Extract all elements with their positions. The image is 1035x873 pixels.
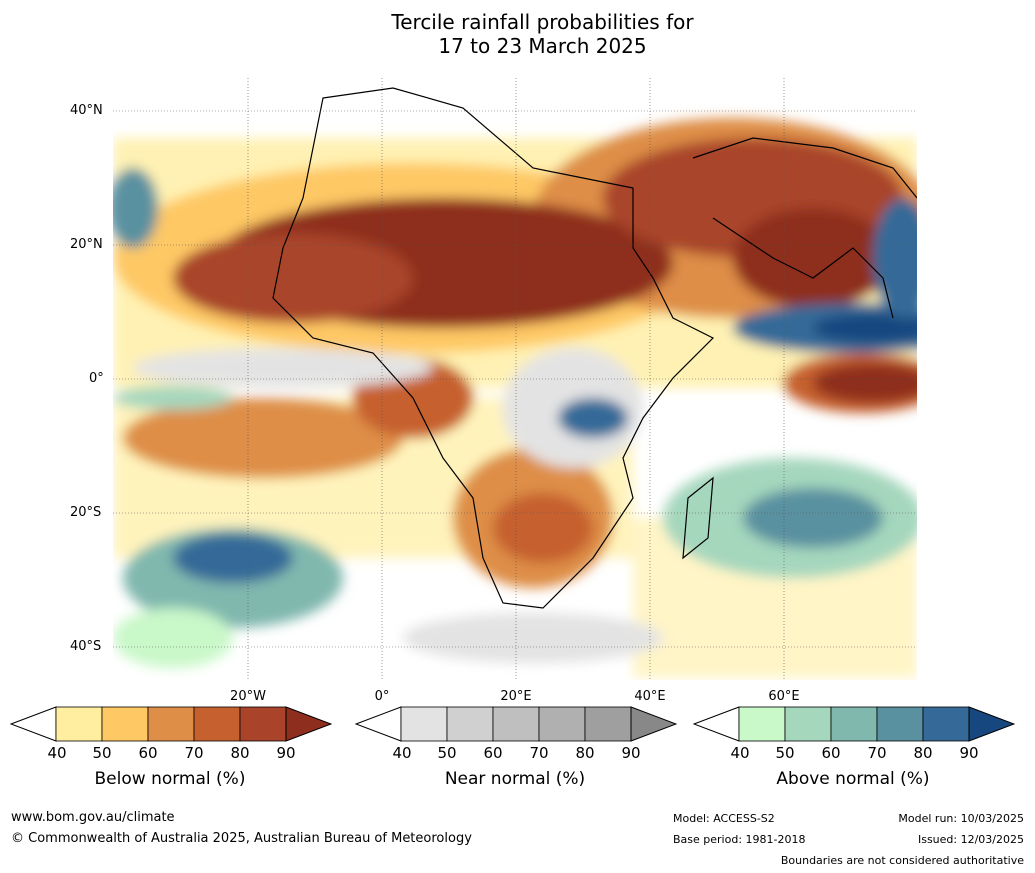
- above-tick-80: 80: [913, 744, 933, 762]
- model-run-text: Model run: 10/03/2025: [898, 812, 1024, 825]
- below-swatch-3: [193, 706, 241, 742]
- lon-label-20e: 20°E: [500, 689, 532, 704]
- near-tick-60: 60: [483, 744, 503, 762]
- below-tick-50: 50: [92, 744, 112, 762]
- above-normal-label: Above normal (%): [776, 769, 930, 789]
- lon-label-40e: 40°E: [634, 689, 666, 704]
- above-tick-90: 90: [959, 744, 979, 762]
- near-swatch-4: [584, 706, 632, 742]
- probability-map: [113, 78, 917, 680]
- below-swatch-0: [55, 706, 103, 742]
- above-tick-50: 50: [775, 744, 795, 762]
- near-tick-80: 80: [575, 744, 595, 762]
- below-swatch-2: [147, 706, 195, 742]
- near-swatch-0: [400, 706, 448, 742]
- above-swatch-2: [830, 706, 878, 742]
- below-swatch-4: [239, 706, 287, 742]
- below-normal-colorbar: [10, 706, 332, 742]
- lat-label-40s: 40°S: [70, 639, 102, 654]
- near-tick-90: 90: [621, 744, 641, 762]
- below-tick-60: 60: [138, 744, 158, 762]
- lat-label-eq: 0°: [89, 371, 104, 386]
- below-tick-40: 40: [47, 744, 67, 762]
- near-swatch-1: [446, 706, 494, 742]
- below-normal-label: Below normal (%): [94, 769, 246, 789]
- coastlines: [272, 87, 917, 609]
- below-tick-70: 70: [184, 744, 204, 762]
- title-line-1: Tercile rainfall probabilities for: [391, 10, 694, 34]
- title-line-2: 17 to 23 March 2025: [438, 34, 647, 58]
- above-swatch-4: [922, 706, 970, 742]
- near-tick-40: 40: [392, 744, 412, 762]
- above-swatch-3: [876, 706, 924, 742]
- issued-text: Issued: 12/03/2025: [917, 833, 1024, 846]
- lon-label-20w: 20°W: [230, 689, 266, 704]
- lon-label-0: 0°: [374, 689, 390, 704]
- graticule: [113, 78, 917, 680]
- disclaimer-text: Boundaries are not considered authoritat…: [780, 854, 1024, 867]
- near-swatch-3: [538, 706, 586, 742]
- near-normal-label: Near normal (%): [444, 769, 586, 789]
- lat-label-20s: 20°S: [70, 505, 102, 520]
- lon-label-60e: 60°E: [768, 689, 800, 704]
- copyright-text: © Commonwealth of Australia 2025, Austra…: [11, 831, 472, 846]
- above-tick-70: 70: [867, 744, 887, 762]
- below-swatch-1: [101, 706, 149, 742]
- near-tick-70: 70: [529, 744, 549, 762]
- below-tick-80: 80: [230, 744, 250, 762]
- base-period-text: Base period: 1981-2018: [673, 833, 806, 846]
- model-text: Model: ACCESS-S2: [673, 812, 775, 825]
- above-tick-60: 60: [821, 744, 841, 762]
- above-swatch-1: [784, 706, 832, 742]
- website-link[interactable]: www.bom.gov.au/climate: [11, 810, 175, 825]
- lat-label-20n: 20°N: [70, 237, 103, 252]
- near-normal-colorbar: [355, 706, 677, 742]
- above-swatch-0: [738, 706, 786, 742]
- above-tick-40: 40: [730, 744, 750, 762]
- near-swatch-2: [492, 706, 540, 742]
- above-normal-colorbar: [693, 706, 1015, 742]
- near-tick-50: 50: [437, 744, 457, 762]
- below-tick-90: 90: [276, 744, 296, 762]
- map-title: Tercile rainfall probabilities for 17 to…: [0, 10, 1035, 58]
- lat-label-40n: 40°N: [70, 103, 103, 118]
